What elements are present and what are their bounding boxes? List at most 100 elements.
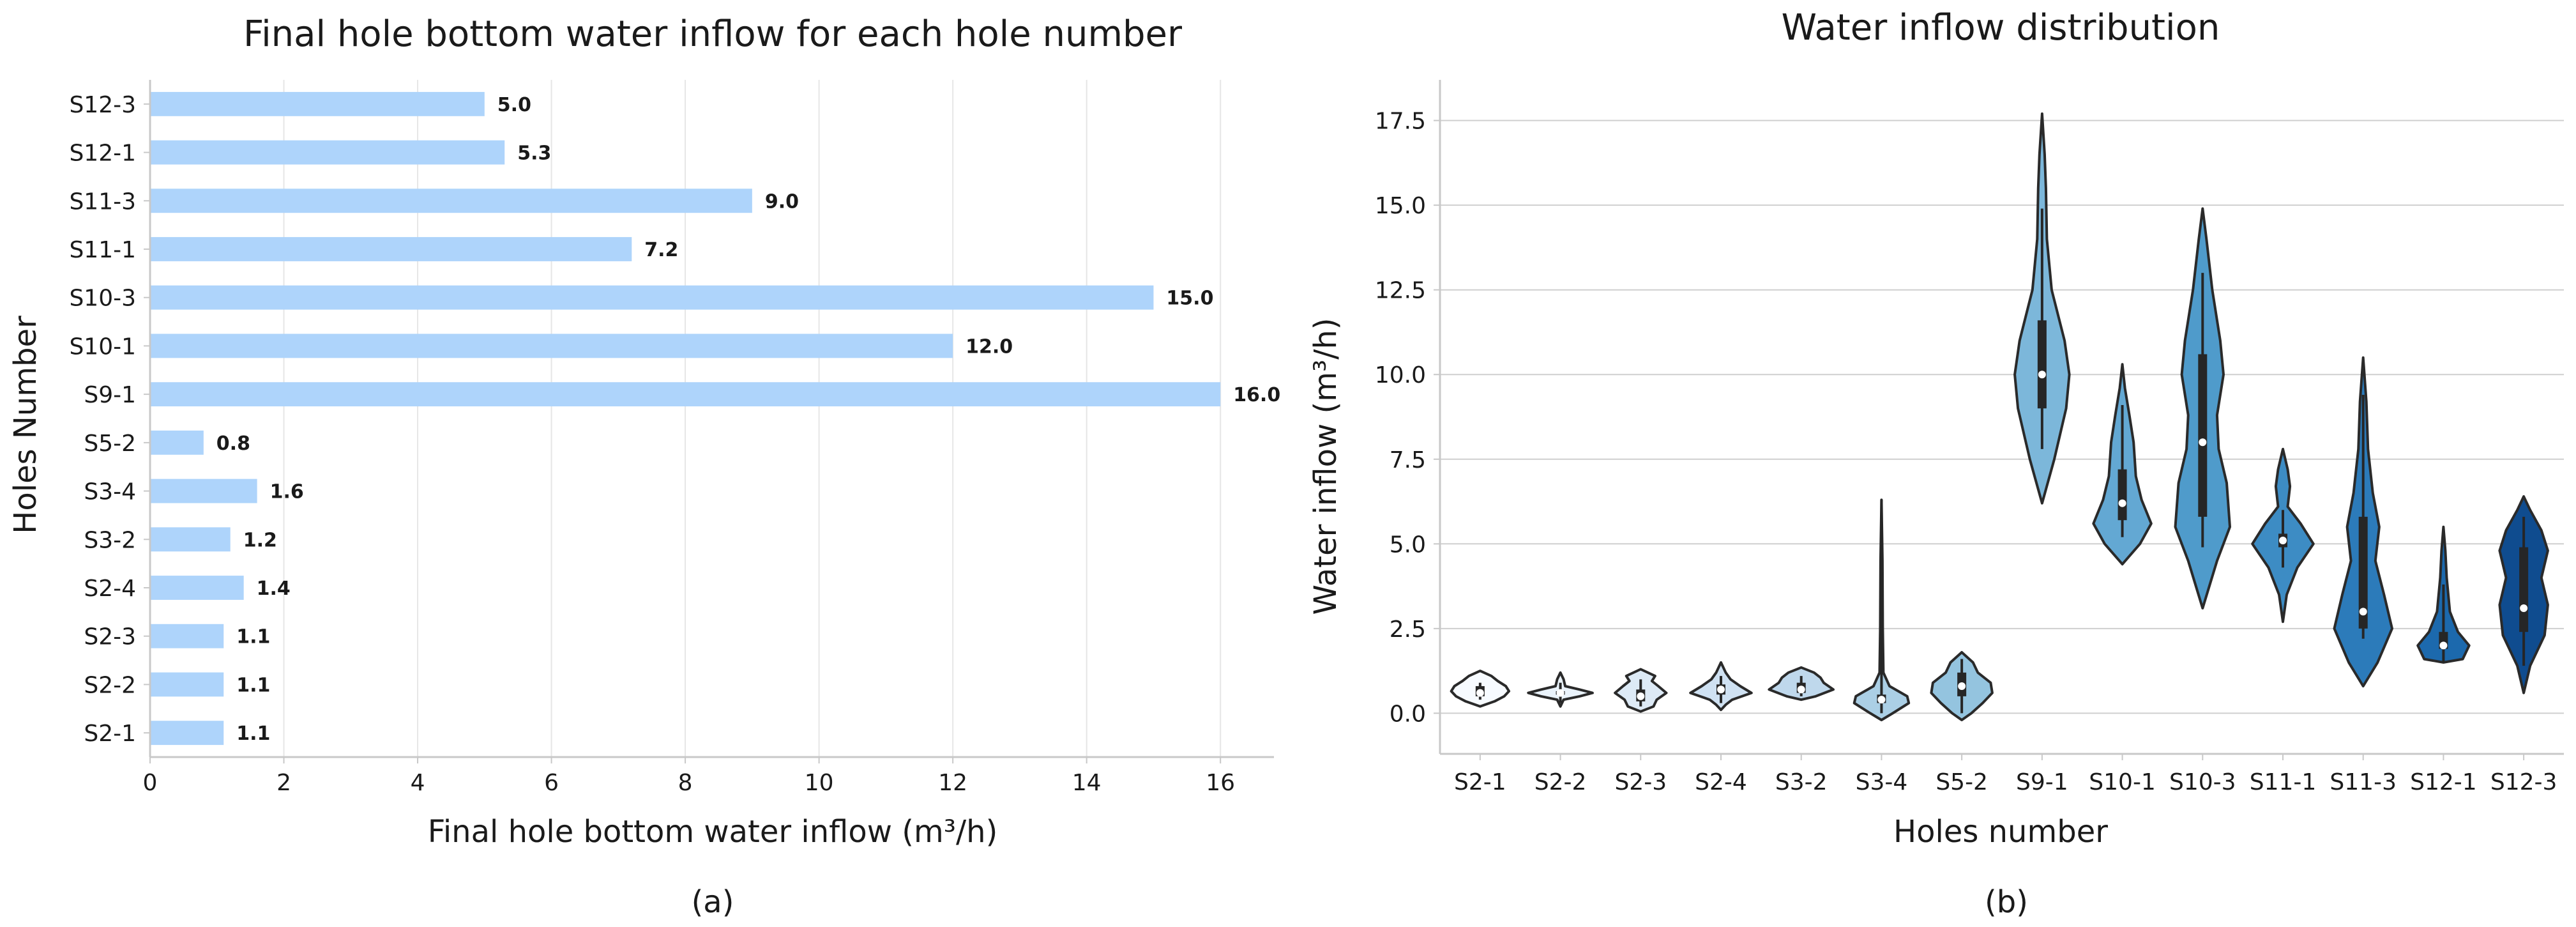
- violin-chart-x-tick-label: S12-3: [2490, 769, 2557, 795]
- bar-chart-x-tick-label: 16: [1206, 770, 1235, 796]
- violin-chart-x-tick-label: S3-4: [1856, 769, 1908, 795]
- violin-chart-y-tick-label: 17.5: [1375, 109, 1426, 135]
- violin-median-marker: [2118, 499, 2126, 507]
- bar-chart-y-ticks: S2-1 S2-2 S2-3 S2-4 S3-2 S3-4 S5-2 S9-1 S10-1 S10…: [69, 92, 150, 747]
- violin-median-marker: [1958, 682, 1966, 690]
- bar-value-label: 5.3: [517, 142, 551, 165]
- violin-median-marker: [1476, 689, 1484, 697]
- violin-chart-y-tick-label: 2.5: [1390, 617, 1426, 643]
- bar-s2-2: [150, 672, 224, 697]
- bar-value-label: 15.0: [1166, 287, 1213, 310]
- bar-s3-2: [150, 527, 231, 552]
- violin-chart-x-tick-label: S11-3: [2330, 769, 2397, 795]
- bar-value-label: 1.1: [236, 674, 270, 696]
- violin-iqr-box: [2118, 469, 2127, 521]
- bar-value-label: 1.1: [236, 626, 270, 648]
- violin-chart-x-tick-label: S2-4: [1695, 769, 1747, 795]
- bar-chart-y-tick-label: S11-1: [69, 237, 136, 263]
- violin-iqr-box: [2358, 516, 2368, 629]
- bar-chart-y-tick-label: S2-3: [84, 624, 136, 650]
- violin-median-marker: [2520, 604, 2528, 613]
- bar-value-label: 1.6: [270, 481, 304, 503]
- violin-chart-x-tick-label: S2-3: [1614, 769, 1667, 795]
- violin-median-marker: [2038, 371, 2046, 379]
- violin-chart-x-tick-label: S10-3: [2169, 769, 2236, 795]
- bar-chart-y-tick-label: S12-3: [69, 92, 136, 118]
- violin-iqr-box: [2037, 320, 2047, 409]
- violin-chart-y-ticks: 0.0 2.5 5.0 7.5 10.0 12.5 15.0 17.5: [1375, 109, 1440, 727]
- violin-chart-x-tick-label: S5-2: [1936, 769, 1988, 795]
- violin-median-marker: [1877, 696, 1886, 704]
- bar-chart-y-tick-label: S2-1: [84, 721, 136, 747]
- bar-chart-y-tick-label: S2-4: [84, 576, 136, 602]
- bar-chart-y-tick-label: S3-4: [84, 479, 136, 505]
- bar-chart-x-tick-label: 10: [805, 770, 834, 796]
- bar-chart-x-ticks: 0 2 4 6 8 10 12 14 16: [143, 757, 1235, 796]
- violin-median-marker: [1637, 692, 1645, 700]
- violin-chart-x-tick-label: S9-1: [2016, 769, 2068, 795]
- violin-chart-violins: [1450, 112, 2549, 721]
- bar-s10-3: [150, 285, 1154, 310]
- violin-chart-y-tick-label: 15.0: [1375, 193, 1426, 219]
- bar-chart-bars: [150, 91, 1221, 746]
- bar-chart-x-tick-label: 14: [1072, 770, 1102, 796]
- bar-chart-y-tick-label: S10-1: [69, 333, 136, 360]
- violin-median-marker: [1556, 689, 1565, 697]
- bar-s5-2: [150, 430, 204, 455]
- violin-chart-y-tick-label: 12.5: [1375, 278, 1426, 304]
- violin-median-marker: [2359, 608, 2367, 616]
- bar-s2-3: [150, 624, 224, 648]
- violin-chart-y-tick-label: 7.5: [1390, 447, 1426, 473]
- violin-chart-x-ticks: S2-1 S2-2 S2-3 S2-4 S3-2 S3-4 S5-2 S9-1 S10-1 S10…: [1454, 754, 2557, 795]
- bar-s2-1: [150, 721, 224, 746]
- bar-value-label: 0.8: [216, 433, 250, 455]
- bar-value-label: 16.0: [1233, 384, 1280, 406]
- violin-chart-x-tick-label: S11-1: [2250, 769, 2317, 795]
- bar-s9-1: [150, 382, 1221, 407]
- violin-chart-x-tick-label: S12-1: [2410, 769, 2477, 795]
- violin-median-marker: [2279, 537, 2287, 545]
- bar-chart-x-axis-label: Final hole bottom water inflow (m³/h): [428, 814, 998, 850]
- violin-chart-x-tick-label: S3-2: [1775, 769, 1828, 795]
- bar-chart-x-tick-label: 12: [938, 770, 967, 796]
- bar-value-label: 1.1: [236, 723, 270, 745]
- bar-value-label: 5.0: [497, 94, 531, 116]
- violin-chart-y-axis-label: Water inflow (m³/h): [1308, 318, 1344, 615]
- bar-s11-1: [150, 237, 632, 261]
- bar-s11-3: [150, 188, 752, 213]
- bar-value-label: 7.2: [644, 239, 678, 261]
- violin-chart-y-tick-label: 10.0: [1375, 362, 1426, 388]
- violin-chart-panel: S2-1 S2-2 S2-3 S2-4 S3-2 S3-4 S5-2 S9-1 S10-1 S10…: [1308, 7, 2564, 920]
- violin-chart-axes: [1439, 80, 2564, 755]
- violin-chart-y-tick-label: 5.0: [1390, 532, 1426, 558]
- violin-chart-x-tick-label: S2-2: [1534, 769, 1587, 795]
- bar-chart-y-axis-label: Holes Number: [8, 316, 43, 534]
- bar-value-label: 12.0: [966, 335, 1013, 358]
- bar-chart-y-tick-label: S11-3: [69, 188, 136, 215]
- violin-median-marker: [2199, 438, 2207, 447]
- violin-chart-x-axis-label: Holes number: [1893, 814, 2108, 850]
- bar-s12-1: [150, 140, 505, 165]
- violin-median-marker: [2439, 641, 2448, 650]
- violin-chart-y-tick-label: 0.0: [1390, 701, 1426, 727]
- bar-chart-y-tick-label: S5-2: [84, 431, 136, 457]
- bar-s10-1: [150, 333, 953, 358]
- bar-chart-x-tick-label: 6: [544, 770, 559, 796]
- bar-chart-y-tick-label: S9-1: [84, 382, 136, 408]
- bar-value-label: 9.0: [765, 190, 799, 213]
- bar-chart-value-labels: 1.1 1.1 1.1 1.4 1.2 1.6 0.8 16.0 12.0 15.0 7.2 9.0 5…: [216, 94, 1280, 745]
- bar-chart-y-tick-label: S3-2: [84, 527, 136, 553]
- violin-chart-caption: (b): [1985, 884, 2028, 920]
- bar-s12-3: [150, 91, 485, 116]
- bar-chart-x-tick-label: 8: [678, 770, 693, 796]
- bar-chart-y-tick-label: S10-3: [69, 286, 136, 312]
- bar-chart-x-tick-label: 4: [411, 770, 425, 796]
- bar-chart-caption: (a): [692, 884, 734, 920]
- bar-s3-4: [150, 479, 257, 503]
- bar-chart-y-tick-label: S12-1: [69, 141, 136, 167]
- violin-chart-x-tick-label: S10-1: [2089, 769, 2156, 795]
- bar-chart-x-tick-label: 2: [277, 770, 291, 796]
- violin-chart-title: Water inflow distribution: [1782, 7, 2220, 49]
- violin-iqr-box: [2519, 547, 2529, 632]
